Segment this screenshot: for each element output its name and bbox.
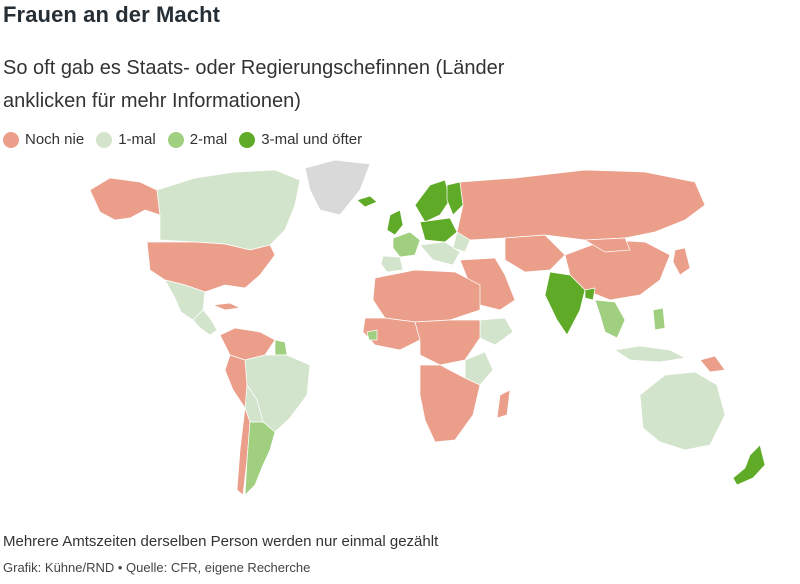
country-ukraine[interactable]	[452, 231, 471, 253]
map-title: Frauen an der Macht	[3, 2, 221, 27]
country-east-africa[interactable]	[464, 351, 494, 386]
legend-swatch-never	[3, 131, 19, 148]
footnote: Mehrere Amtszeiten derselben Person werd…	[3, 533, 439, 550]
country-north-africa[interactable]	[372, 269, 481, 323]
country-central-asia[interactable]	[504, 234, 566, 273]
country-southeast-asia[interactable]	[594, 299, 626, 339]
legend: Noch nie 1-mal 2-mal 3-mal und öfter	[3, 131, 374, 148]
country-uk[interactable]	[386, 209, 404, 236]
country-iberia[interactable]	[380, 255, 404, 273]
country-new-zealand[interactable]	[732, 444, 766, 486]
country-russia[interactable]	[456, 169, 706, 241]
country-bangladesh[interactable]	[584, 287, 596, 301]
legend-label-three-plus: 3-mal und öfter	[261, 131, 363, 148]
legend-swatch-twice	[167, 131, 184, 148]
country-ethiopia[interactable]	[479, 317, 514, 346]
world-map	[89, 160, 766, 496]
source-credit: Grafik: Kühne/RND • Quelle: CFR, eigene …	[3, 560, 311, 575]
country-germany-poland[interactable]	[419, 217, 458, 243]
country-cuba[interactable]	[211, 302, 242, 311]
country-mongolia[interactable]	[583, 237, 631, 253]
country-southern-africa[interactable]	[419, 364, 481, 443]
country-france[interactable]	[392, 231, 421, 258]
country-philippines[interactable]	[652, 307, 666, 331]
country-canada[interactable]	[156, 169, 301, 251]
country-west-africa[interactable]	[362, 317, 421, 351]
country-greenland[interactable]	[304, 160, 371, 216]
country-madagascar[interactable]	[496, 389, 511, 419]
legend-swatch-three-plus	[239, 131, 256, 148]
legend-label-never: Noch nie	[25, 131, 85, 148]
legend-label-twice: 2-mal	[189, 131, 228, 148]
country-usa[interactable]	[146, 241, 276, 293]
country-australia[interactable]	[639, 371, 726, 451]
country-iceland[interactable]	[356, 195, 378, 208]
country-finland[interactable]	[446, 181, 464, 216]
legend-swatch-once	[96, 131, 113, 148]
legend-item-twice: 2-mal	[167, 131, 228, 148]
legend-label-once: 1-mal	[118, 131, 156, 148]
country-alaska[interactable]	[89, 177, 161, 221]
country-central-america[interactable]	[192, 309, 218, 336]
country-italy-balkans[interactable]	[419, 241, 461, 266]
country-japan[interactable]	[672, 247, 691, 276]
country-norway-sweden[interactable]	[414, 179, 451, 223]
country-png[interactable]	[699, 355, 726, 373]
country-india[interactable]	[544, 271, 586, 336]
country-liberia[interactable]	[366, 329, 378, 341]
legend-item-three-plus: 3-mal und öfter	[239, 131, 362, 148]
legend-item-once: 1-mal	[96, 131, 156, 148]
country-indonesia[interactable]	[614, 345, 687, 363]
legend-item-never: Noch nie	[3, 131, 84, 148]
country-argentina[interactable]	[244, 421, 276, 496]
map-subtitle: So oft gab es Staats- oder Regierungsche…	[3, 57, 505, 112]
country-guyana[interactable]	[274, 339, 288, 356]
